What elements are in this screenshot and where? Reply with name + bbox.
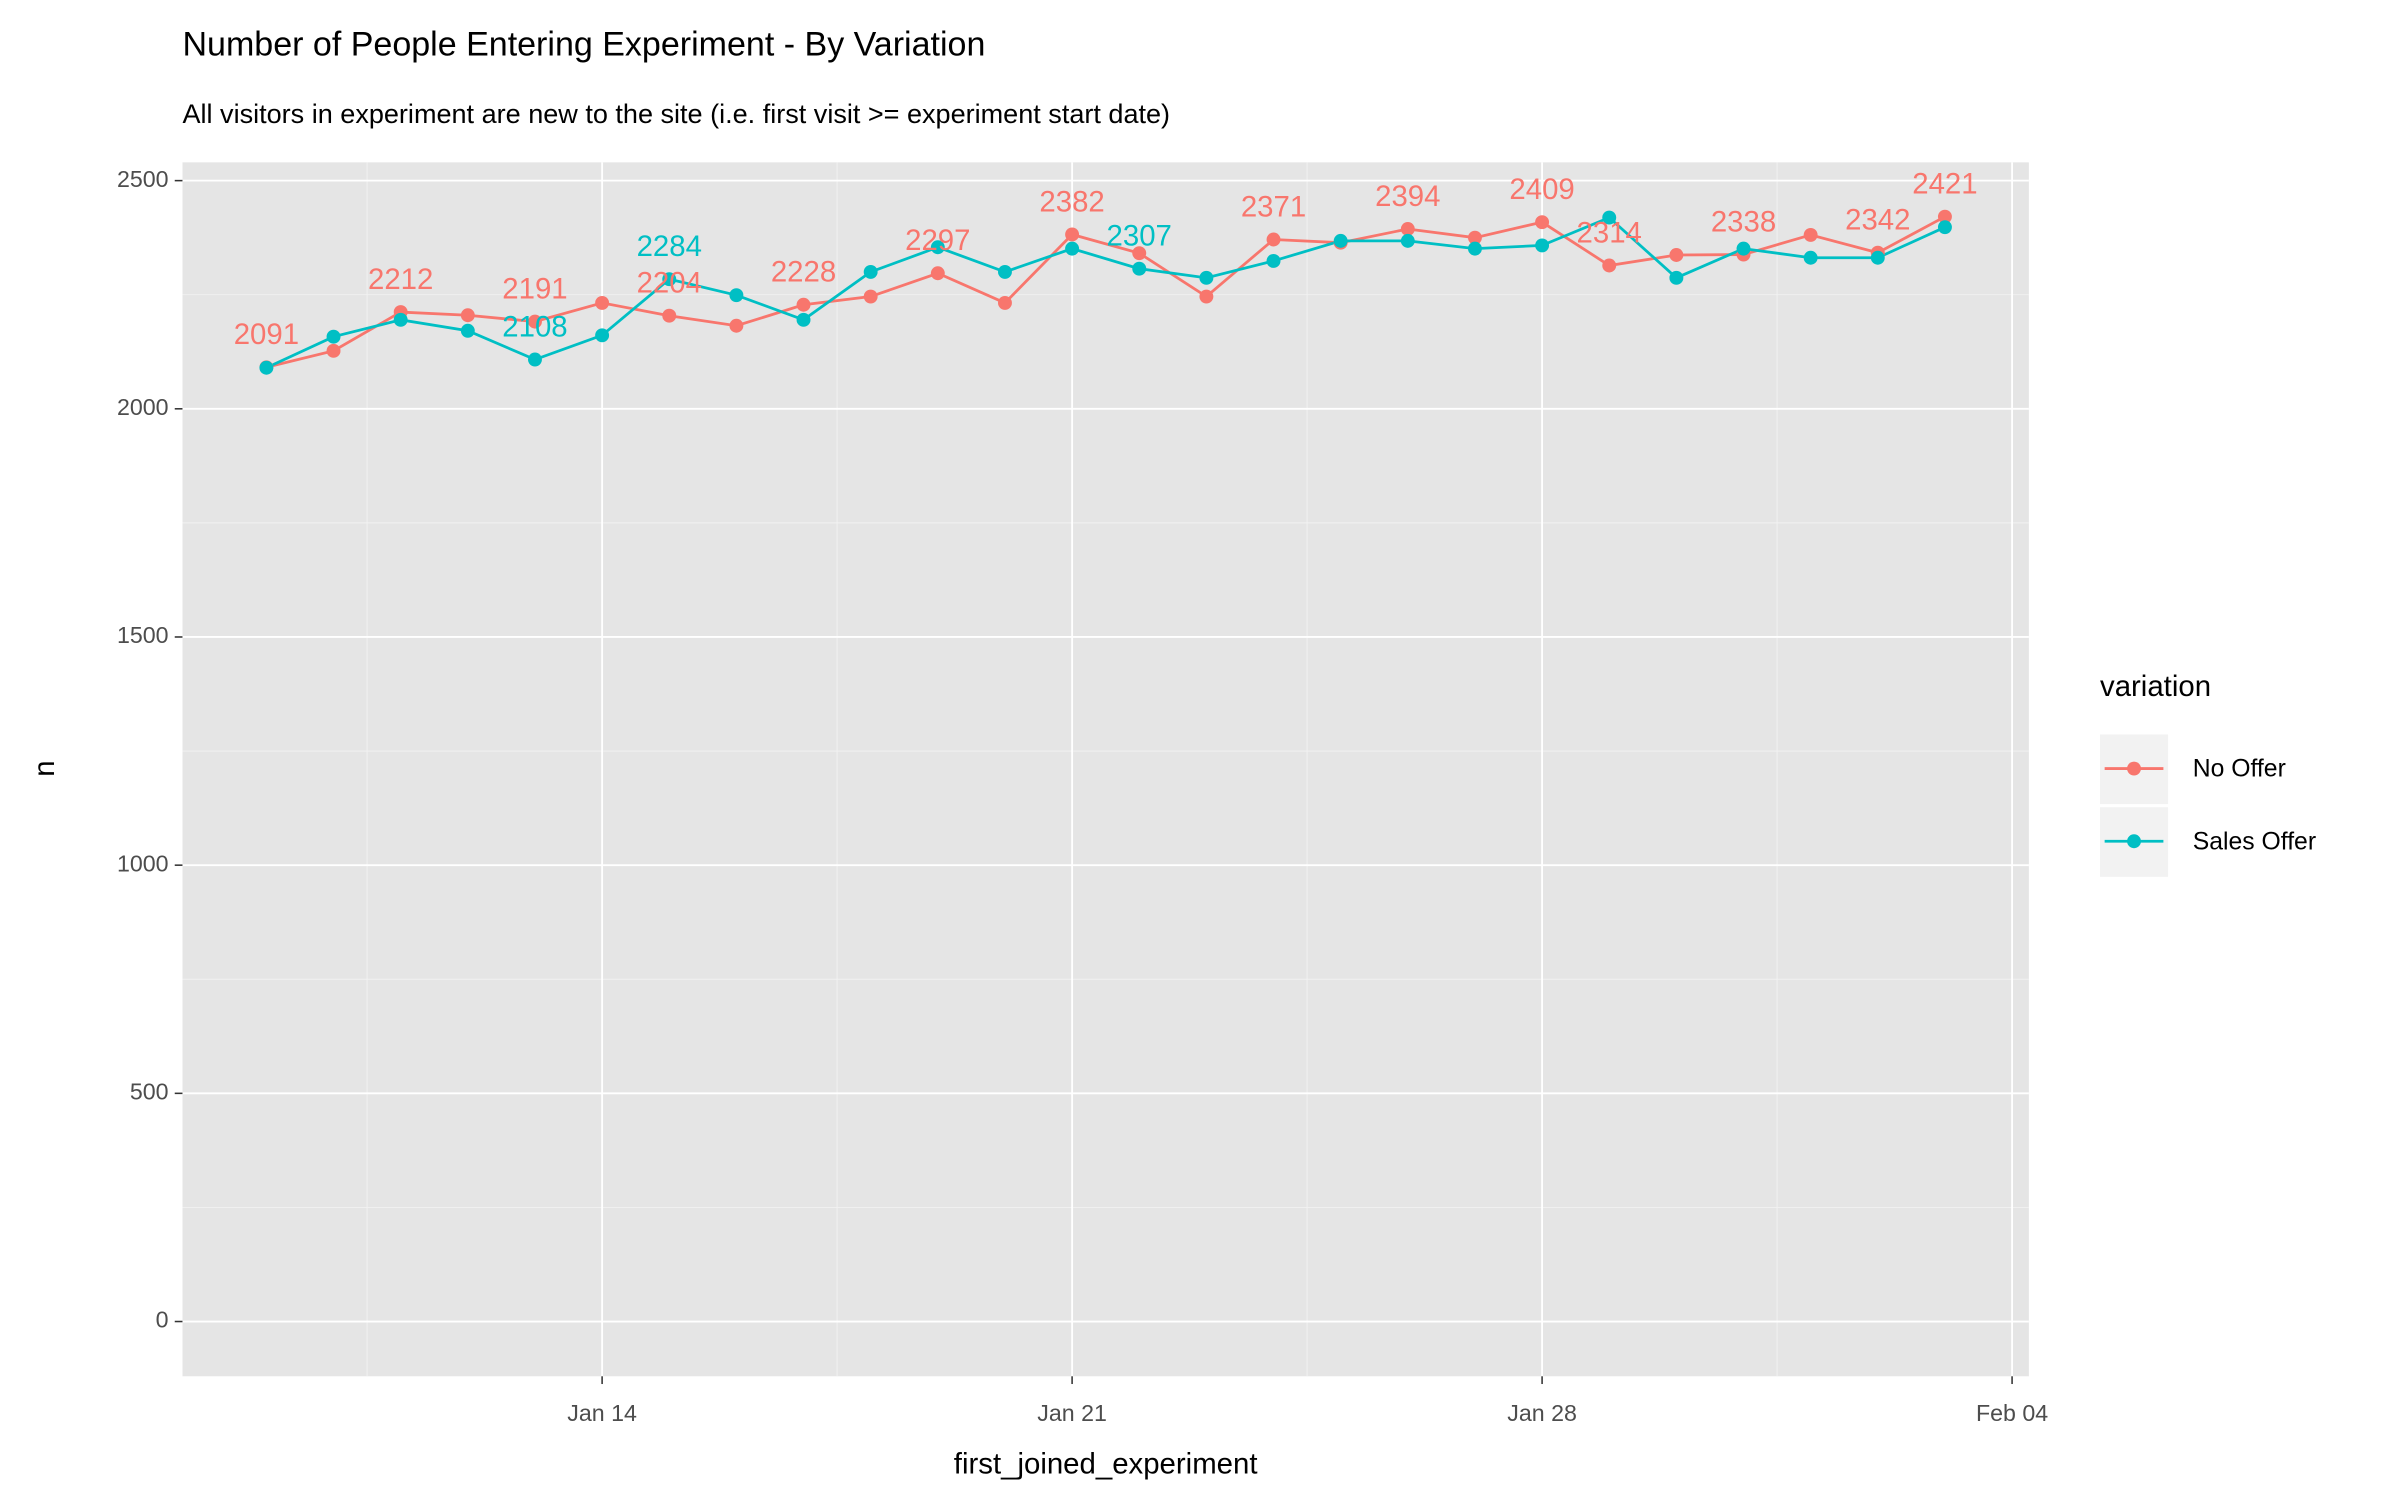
data-point — [1467, 230, 1482, 245]
data-point — [662, 308, 677, 323]
x-axis-title: first_joined_experiment — [954, 1448, 1258, 1481]
data-point — [1199, 270, 1214, 285]
data-point — [1199, 289, 1214, 304]
data-point — [1669, 248, 1684, 262]
data-point — [662, 272, 677, 287]
data-point — [863, 264, 878, 279]
data-point — [1669, 270, 1684, 285]
data-point — [595, 328, 610, 343]
data-label: 2212 — [368, 263, 433, 296]
data-point — [1602, 258, 1617, 273]
legend-label: No Offer — [2193, 756, 2286, 783]
chart-subtitle: All visitors in experiment are new to th… — [182, 99, 1170, 129]
data-label: 2191 — [502, 272, 567, 305]
data-label: 2371 — [1241, 190, 1306, 223]
data-point — [729, 288, 744, 303]
data-point — [1803, 227, 1818, 242]
data-point — [796, 297, 811, 312]
data-point — [1266, 232, 1281, 247]
y-tick-label: 1000 — [117, 850, 169, 876]
data-label: 2297 — [905, 224, 970, 257]
data-point — [393, 312, 408, 327]
data-label: 2314 — [1577, 216, 1642, 249]
data-point — [1132, 261, 1147, 276]
legend-key-point — [2127, 834, 2141, 849]
data-label: 2108 — [502, 310, 567, 343]
data-point — [1602, 210, 1617, 225]
data-point — [997, 295, 1012, 310]
data-point — [1467, 241, 1482, 256]
data-label: 2421 — [1912, 168, 1977, 201]
data-point — [259, 360, 274, 375]
data-label: 2228 — [771, 256, 836, 289]
data-point — [326, 329, 341, 344]
data-label: 2284 — [637, 230, 702, 263]
data-point — [930, 266, 945, 281]
series-line — [265, 215, 1946, 369]
data-point — [863, 289, 878, 304]
x-tick-label: Jan 28 — [1507, 1400, 1577, 1426]
data-point — [1065, 241, 1080, 256]
data-point — [1400, 222, 1415, 236]
data-label: 2409 — [1509, 173, 1574, 206]
data-point — [796, 312, 811, 327]
data-point — [1736, 241, 1751, 256]
y-axis-title: n — [28, 760, 61, 776]
chart-title: Number of People Entering Experiment - B… — [182, 25, 985, 63]
data-point — [528, 352, 542, 367]
x-tick-label: Feb 04 — [1976, 1400, 2048, 1426]
data-point — [1535, 215, 1550, 230]
legend-key-point — [2127, 761, 2141, 776]
data-label: 2307 — [1107, 220, 1172, 253]
data-point — [1937, 220, 1952, 235]
y-tick-label: 1500 — [117, 622, 169, 648]
data-point — [729, 318, 744, 333]
data-label: 2394 — [1375, 180, 1440, 213]
y-tick-label: 2500 — [117, 166, 169, 192]
x-tick-label: Jan 21 — [1037, 1400, 1107, 1426]
data-point — [930, 240, 945, 255]
y-tick-label: 0 — [156, 1307, 169, 1333]
data-point — [1065, 227, 1080, 242]
data-point — [1266, 253, 1281, 268]
data-point — [595, 295, 610, 310]
x-tick-label: Jan 14 — [567, 1400, 637, 1426]
data-label: 2342 — [1845, 204, 1910, 237]
data-label: 2382 — [1039, 185, 1104, 218]
data-point — [1400, 233, 1415, 248]
data-point — [1333, 233, 1348, 248]
data-point — [460, 308, 475, 323]
data-point — [1937, 209, 1952, 224]
legend-label: Sales Offer — [2193, 828, 2316, 855]
data-point — [1803, 250, 1818, 265]
data-point — [326, 343, 341, 358]
data-point — [1535, 238, 1550, 253]
data-point — [460, 323, 475, 338]
y-tick-label: 500 — [130, 1078, 169, 1104]
data-point — [1870, 250, 1885, 265]
data-label: 2091 — [234, 318, 299, 351]
data-point — [997, 264, 1012, 279]
data-point — [528, 314, 542, 329]
legend-title: variation — [2100, 670, 2211, 703]
data-label: 2204 — [637, 267, 702, 300]
data-label: 2338 — [1711, 205, 1776, 238]
y-tick-label: 2000 — [117, 394, 169, 420]
data-point — [1132, 246, 1147, 261]
series-line — [266, 215, 1946, 369]
panel — [182, 162, 2029, 1377]
